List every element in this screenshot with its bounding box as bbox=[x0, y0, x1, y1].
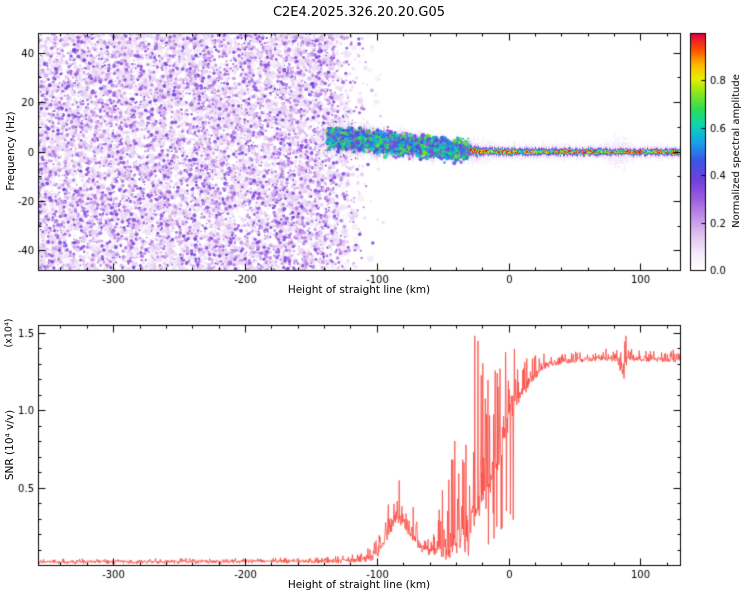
snr-xaxis-label: Height of straight line (km) bbox=[287, 579, 431, 591]
spectrogram-xaxis-label: Height of straight line (km) bbox=[287, 284, 431, 296]
figure-title: C2E4.2025.326.20.20.G05 bbox=[272, 5, 446, 20]
snr-yaxis-label: SNR (10⁴ v/v) bbox=[3, 409, 16, 481]
snr-scale-note: (x10⁴) bbox=[3, 318, 15, 348]
colorbar-label: Normalized spectral amplitude bbox=[731, 74, 742, 228]
spectrogram-yaxis-label: Frequency (Hz) bbox=[4, 111, 17, 191]
